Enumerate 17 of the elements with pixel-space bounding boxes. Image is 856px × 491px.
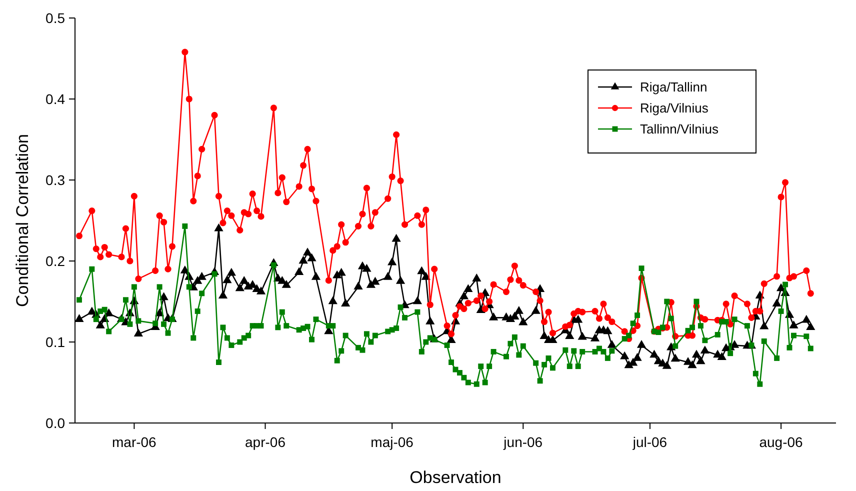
legend-label: Riga/Vilnius	[640, 100, 709, 116]
x-tick-label: maj-06	[370, 434, 414, 450]
y-tick-label: 0.5	[46, 10, 66, 26]
x-tick-label: jul-06	[632, 434, 668, 450]
legend-label: Tallinn/Vilnius	[640, 122, 720, 137]
y-axis-title: Conditional Correlation	[13, 134, 32, 307]
y-tick-label: 0.0	[46, 414, 66, 431]
y-tick-label: 0.4	[46, 90, 66, 107]
y-tick-label: 0.3	[46, 172, 66, 188]
legend-label: Riga/Tallinn	[640, 80, 708, 95]
x-axis-title: Observation	[410, 468, 502, 487]
x-tick-label: aug-06	[759, 434, 804, 450]
x-tick-label: apr-06	[245, 434, 286, 450]
x-tick-label: jun-06	[502, 434, 543, 450]
x-tick-label: mar-06	[112, 434, 157, 450]
y-tick-label: 0.2	[46, 252, 66, 269]
y-tick-label: 0.1	[46, 334, 66, 350]
